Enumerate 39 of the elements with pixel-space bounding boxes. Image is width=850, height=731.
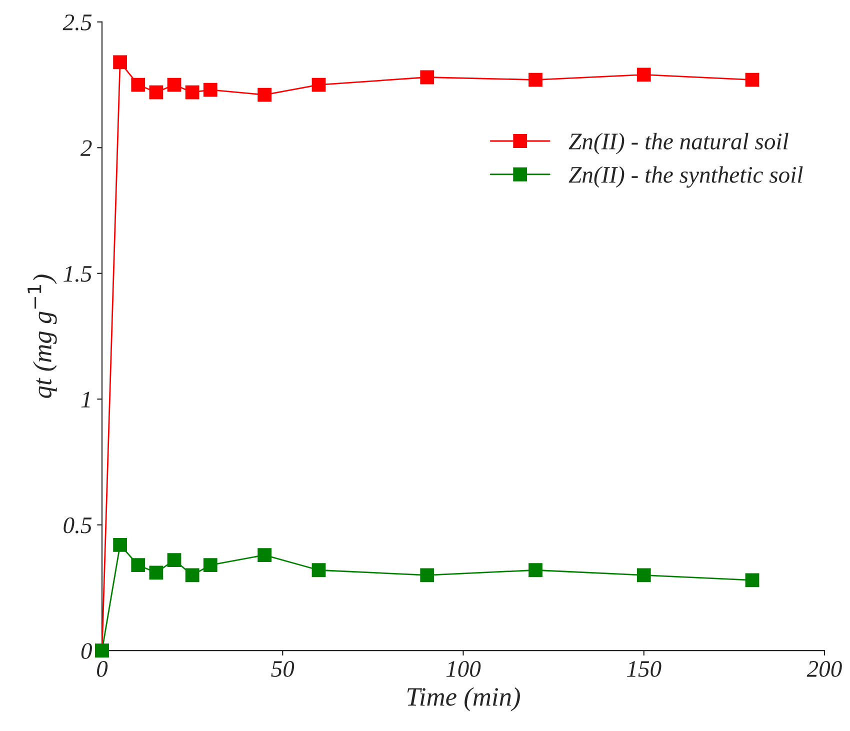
- x-tick-label: 0: [97, 660, 108, 677]
- x-tick-label: 50: [271, 660, 294, 677]
- point: [258, 548, 272, 562]
- point: [203, 558, 218, 572]
- point: [528, 72, 542, 87]
- y-tick-label: 1.5: [64, 266, 92, 282]
- point: [636, 568, 651, 582]
- point: [167, 78, 182, 92]
- point: [745, 573, 760, 588]
- point: [113, 538, 128, 552]
- x-tick-label: 150: [627, 660, 662, 677]
- legend-label: Zn(II) - the natural soil: [568, 132, 788, 154]
- point: [149, 85, 164, 100]
- point: [167, 553, 182, 568]
- y-tick-label: 2.5: [62, 14, 92, 30]
- y-tick-label: 1: [81, 392, 90, 408]
- point: [312, 78, 326, 92]
- point: [636, 68, 651, 82]
- point: [149, 566, 164, 580]
- point: [203, 82, 218, 97]
- point: [131, 558, 146, 572]
- y-tick-label: 0.5: [64, 517, 92, 534]
- x-tick-label: 200: [806, 660, 842, 677]
- point: [420, 568, 434, 582]
- y-tick-label: 2: [80, 140, 92, 156]
- x-tick-label: 100: [446, 660, 481, 677]
- point: [312, 563, 326, 578]
- point: [258, 88, 272, 102]
- y-tick-label: 0: [81, 643, 92, 660]
- point: [745, 72, 760, 87]
- x-axis-title: Time (min): [407, 687, 520, 712]
- point: [185, 568, 200, 582]
- point: [528, 563, 542, 578]
- legend-label: Zn(II) - the synthetic soil: [568, 166, 803, 188]
- point: [131, 78, 146, 92]
- y-axis-title: qt (mg g$^{−1}$): [28, 274, 57, 398]
- point: [113, 55, 128, 70]
- point: [185, 85, 200, 100]
- point: [420, 70, 434, 84]
